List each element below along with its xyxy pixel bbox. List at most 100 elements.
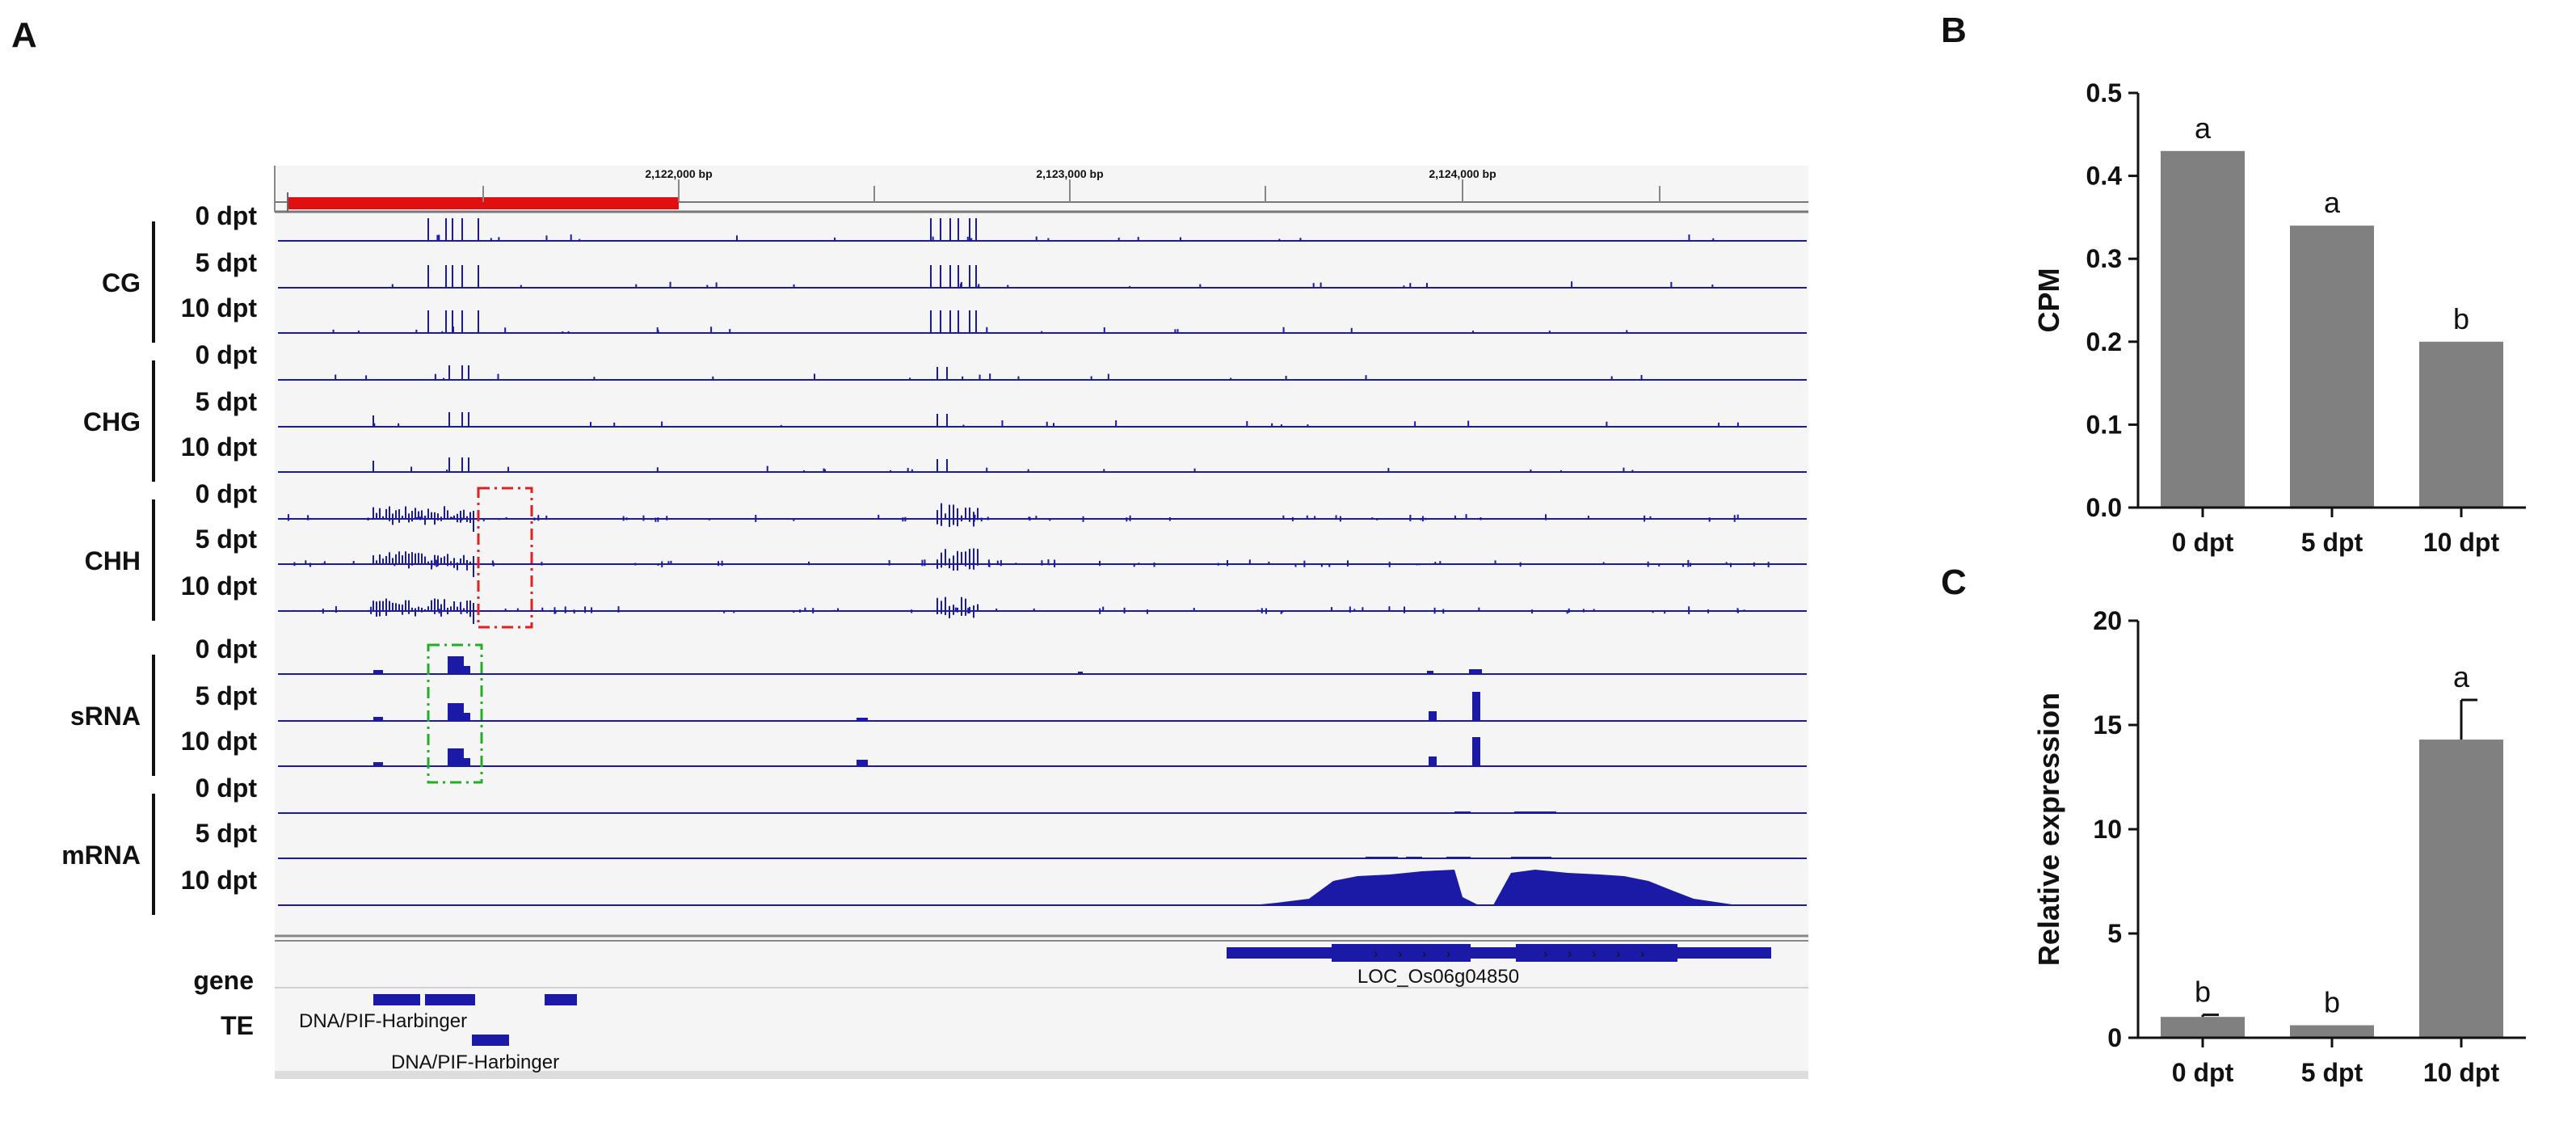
sample-label: 5 dpt — [196, 248, 258, 277]
track-mrna-1 — [278, 857, 1807, 859]
significance-label: b — [2324, 986, 2340, 1019]
sample-label: 5 dpt — [196, 819, 258, 848]
browser-background — [275, 166, 1808, 1079]
x-tick-label: 5 dpt — [2301, 1058, 2363, 1087]
te-annotation-track: TE DNA/PIF-Harbinger DNA/PIF-Harbinger — [221, 994, 577, 1073]
significance-label: b — [2453, 302, 2469, 335]
bar — [2290, 225, 2374, 508]
y-axis-title: CPM — [2032, 268, 2065, 333]
x-tick-label: 10 dpt — [2423, 528, 2500, 557]
y-tick-label: 0.2 — [2086, 327, 2122, 356]
y-tick-label: 20 — [2093, 606, 2122, 635]
y-tick-label: 5 — [2107, 919, 2122, 948]
sample-label: 0 dpt — [196, 773, 258, 803]
y-tick-label: 0 — [2107, 1023, 2122, 1052]
group-label: CHH — [85, 546, 141, 575]
sample-label: 0 dpt — [196, 201, 258, 230]
coordinate-ruler: 2,122,000 bp 2,123,000 bp 2,124,000 bp — [274, 166, 1808, 213]
significance-label: a — [2453, 660, 2470, 693]
x-tick-label: 0 dpt — [2172, 1058, 2234, 1087]
track-chh-2 — [278, 596, 1807, 624]
y-axis-title: Relative expression — [2032, 693, 2065, 966]
track-labels: CG 0 dpt 5 dpt 10 dpt CHG 0 dpt 5 dpt 10 dpt CHH… — [61, 201, 257, 915]
bar — [2419, 341, 2503, 508]
y-tick-label: 0.4 — [2086, 162, 2123, 191]
svg-text:›: › — [1446, 947, 1450, 961]
chart-b-x-axis: 0 dpt 5 dpt 10 dpt — [2138, 506, 2526, 557]
chart-c-y-axis: 0 5 10 15 20 Relative expression — [2032, 606, 2140, 1052]
track-cg-0 — [278, 218, 1807, 242]
x-tick-label: 5 dpt — [2301, 528, 2363, 557]
sample-label: 0 dpt — [196, 634, 258, 664]
chart-b-cpm: 0.0 0.1 0.2 0.3 0.4 0.5 CPM a a b 0 dpt 5 dpt 10 d… — [2032, 78, 2526, 557]
sample-label: 10 dpt — [181, 432, 258, 461]
track-cg-2 — [278, 310, 1807, 334]
significance-label: a — [2195, 112, 2212, 145]
panel-letter-c: C — [1941, 563, 1967, 602]
chart-b-bars: a a b — [2161, 112, 2503, 508]
svg-text:›: › — [1374, 947, 1378, 961]
track-chg-0 — [278, 365, 1807, 381]
group-label: CG — [102, 268, 141, 297]
track-chh-1 — [278, 548, 1807, 577]
track-chg-2 — [278, 457, 1807, 473]
track-cg-1 — [278, 265, 1807, 289]
sample-label: 5 dpt — [196, 525, 258, 554]
svg-text:›: › — [1568, 947, 1572, 961]
sample-label: 0 dpt — [196, 479, 258, 508]
te-element-icon — [373, 994, 577, 1046]
bar — [2419, 740, 2503, 1038]
y-tick-label: 0.5 — [2086, 78, 2122, 107]
gene-annotation-track: gene › › › › › › › › › LOC_Os06g04850 — [193, 944, 1808, 995]
gene-name-label: LOC_Os06g04850 — [1357, 966, 1519, 988]
x-tick-label: 10 dpt — [2423, 1058, 2500, 1087]
track-srna-1 — [278, 692, 1807, 722]
svg-text:›: › — [1543, 947, 1547, 961]
green-highlight-box — [427, 643, 483, 784]
track-mrna-2 — [278, 870, 1807, 906]
y-tick-label: 15 — [2093, 710, 2122, 740]
coordinate-label: 2,122,000 bp — [645, 167, 712, 180]
sample-label: 5 dpt — [196, 387, 258, 416]
genome-browser: 2,122,000 bp 2,123,000 bp 2,124,000 bp C… — [61, 166, 1808, 1079]
te-name-label: DNA/PIF-Harbinger — [391, 1051, 559, 1073]
data-tracks — [278, 218, 1807, 906]
chart-c-x-axis: 0 dpt 5 dpt 10 dpt — [2138, 1036, 2526, 1087]
y-tick-label: 0.0 — [2086, 493, 2122, 522]
te-track-label: TE — [221, 1011, 254, 1040]
significance-label: b — [2195, 976, 2211, 1009]
panel-letter-b: B — [1941, 11, 1967, 50]
track-srna-0 — [278, 656, 1807, 675]
bar — [2290, 1025, 2374, 1038]
gene-model-icon: › › › › › › › › › — [1227, 944, 1771, 962]
svg-text:›: › — [1422, 947, 1426, 961]
gene-track-label: gene — [193, 966, 254, 995]
coordinate-label: 2,123,000 bp — [1036, 167, 1103, 180]
track-chh-0 — [278, 503, 1807, 532]
red-highlight-box — [477, 487, 533, 629]
te-name-label: DNA/PIF-Harbinger — [299, 1010, 467, 1032]
track-srna-2 — [278, 737, 1807, 767]
chart-c-bars: b b a — [2161, 660, 2503, 1038]
svg-text:›: › — [1640, 947, 1644, 961]
sample-label: 0 dpt — [196, 340, 258, 369]
y-tick-label: 10 — [2093, 815, 2122, 844]
chart-c-relative-expression: 0 5 10 15 20 Relative expression b b a 0 dpt 5 d… — [2032, 606, 2526, 1087]
bar — [2161, 1017, 2245, 1038]
group-label: mRNA — [61, 841, 141, 870]
sample-label: 10 dpt — [181, 571, 258, 601]
coordinate-label: 2,124,000 bp — [1429, 167, 1496, 180]
sample-label: 10 dpt — [181, 866, 258, 895]
sample-label: 10 dpt — [181, 293, 258, 322]
y-tick-label: 0.3 — [2086, 244, 2122, 273]
group-label: CHG — [83, 407, 141, 436]
y-tick-label: 0.1 — [2086, 410, 2122, 439]
svg-text:›: › — [1592, 947, 1596, 961]
chromosome-region-indicator — [288, 197, 679, 209]
significance-label: a — [2324, 186, 2341, 219]
track-chg-1 — [278, 412, 1807, 428]
panel-letter-a: A — [11, 15, 37, 55]
sample-label: 10 dpt — [181, 727, 258, 756]
group-label: sRNA — [70, 702, 141, 731]
sample-label: 5 dpt — [196, 681, 258, 710]
